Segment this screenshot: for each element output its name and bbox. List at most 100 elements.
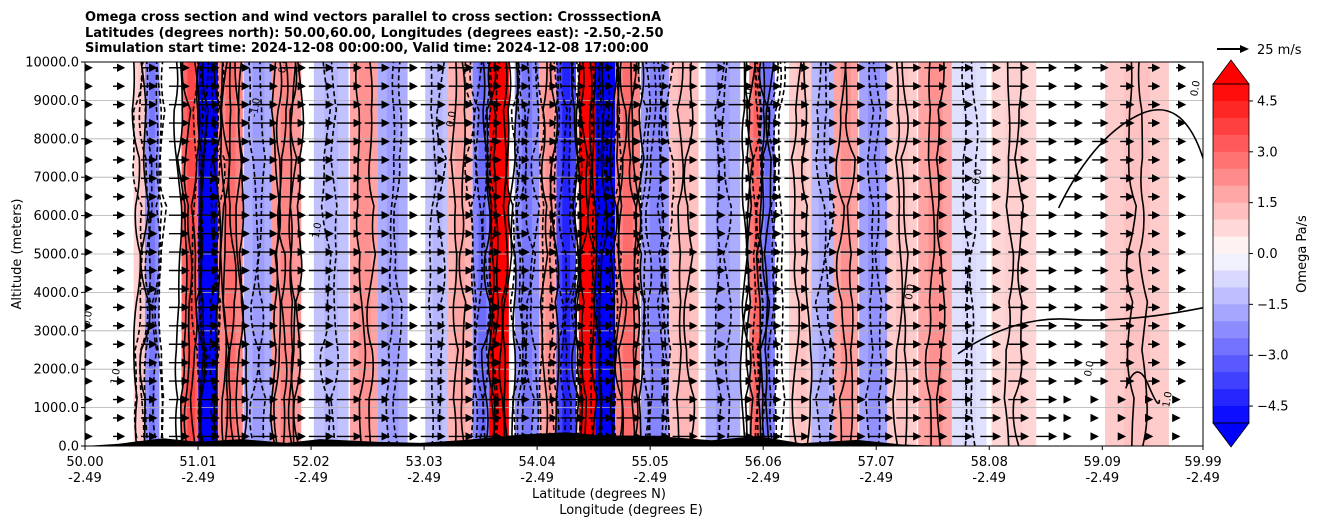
vector-key-arrow-icon xyxy=(1240,45,1249,53)
plot-area: 0.0 1.0 -1.0 0.0 1.0 0.0 1.0 0.0 0.0 0.0 1.0 0.0 xyxy=(81,62,1203,446)
colorbar-level xyxy=(1213,202,1249,221)
colorbar-level xyxy=(1213,270,1249,288)
contour-line xyxy=(139,62,151,446)
contour-label: 0.0 xyxy=(904,283,918,301)
contour-line xyxy=(864,62,875,446)
contour-line xyxy=(640,62,652,446)
colorbar-label: Omega Pa/s xyxy=(1295,215,1310,293)
contour-line xyxy=(502,62,514,446)
contour-label: 1.0 xyxy=(311,222,325,240)
contour-line xyxy=(539,62,549,446)
colorbar-extend-top xyxy=(1212,59,1250,85)
colorbar-level xyxy=(1213,168,1249,187)
contour-label: 1.0 xyxy=(1161,391,1175,409)
y-tick-label: 4000.0 xyxy=(34,286,80,301)
contour-line xyxy=(763,62,775,446)
contour-label: 0.0 xyxy=(1189,80,1203,98)
y-tick-label: 8000.0 xyxy=(34,132,80,147)
contour-line xyxy=(844,62,856,446)
colorbar-extend-bottom xyxy=(1212,422,1250,448)
contour-line xyxy=(329,62,339,446)
contour-label: 1.0 xyxy=(109,368,123,386)
contour-line xyxy=(1057,108,1203,209)
contour-label-layer: 0.0 1.0 -1.0 0.0 1.0 0.0 1.0 0.0 0.0 0.0 1.0 0.0 xyxy=(81,62,1203,409)
y-tick-label: 1000.0 xyxy=(34,401,80,416)
contour-line xyxy=(509,62,521,446)
x-tick-label-lon: -2.49 xyxy=(859,471,893,486)
contour-line xyxy=(534,62,545,446)
contour-line xyxy=(590,62,602,446)
contour-line xyxy=(610,62,623,446)
colorbar-tick-label: 1.5 xyxy=(1257,196,1278,211)
colorbar-level xyxy=(1213,287,1249,305)
colorbar-tick-label: −3.0 xyxy=(1257,349,1289,364)
colorbar-tick-label: 0.0 xyxy=(1257,247,1278,262)
x-tick-label-lon: -2.49 xyxy=(633,471,667,486)
contour-line xyxy=(529,62,541,446)
colorbar-level xyxy=(1213,389,1249,407)
contour-line xyxy=(597,62,607,446)
x-tick-label-lat: 53.03 xyxy=(405,455,442,470)
contour-line xyxy=(197,62,205,446)
contour-line xyxy=(173,62,183,446)
x-tick-label-lat: 57.07 xyxy=(858,455,895,470)
contour-label: 0.0 xyxy=(445,110,459,128)
x-axis: 50.00-2.4951.01-2.4952.02-2.4953.03-2.49… xyxy=(66,446,1222,486)
chart-title-line-1: Omega cross section and wind vectors par… xyxy=(85,10,661,25)
contour-line xyxy=(751,62,764,446)
contour-line xyxy=(257,62,267,446)
contour-label: 0.0 xyxy=(1083,360,1097,378)
contour-line xyxy=(755,62,767,446)
colorbar-level xyxy=(1213,236,1249,254)
contour-line xyxy=(158,62,168,446)
contour-line xyxy=(1125,371,1161,405)
x-tick-label-lon: -2.49 xyxy=(972,471,1006,486)
wind-vector-layer xyxy=(85,63,1187,441)
contour-line xyxy=(1012,62,1025,446)
contour-line xyxy=(276,62,289,446)
contour-line xyxy=(189,62,201,446)
x-axis-label-latitude: Latitude (degrees N) xyxy=(532,487,666,502)
contour-line xyxy=(957,306,1203,355)
contour-line xyxy=(366,62,377,446)
contour-label: 0.0 xyxy=(971,168,985,186)
contour-line xyxy=(558,62,569,446)
contour-line xyxy=(1003,62,1015,446)
y-tick-label: 0.0 xyxy=(58,440,79,455)
colorbar-level xyxy=(1213,84,1249,102)
colorbar-level xyxy=(1213,185,1249,204)
contour-line xyxy=(487,62,498,446)
colorbar-level xyxy=(1213,134,1249,153)
colorbar-level xyxy=(1213,219,1249,238)
colorbar-tick-label: −1.5 xyxy=(1257,298,1289,313)
colorbar-level xyxy=(1213,321,1249,339)
chart-title-line-2: Latitudes (degrees north): 50.00,60.00, … xyxy=(85,26,664,41)
contour-line xyxy=(924,62,936,446)
contour-line xyxy=(524,62,537,446)
colorbar-level xyxy=(1213,100,1249,119)
contour-line xyxy=(613,62,624,446)
contour-line xyxy=(151,62,163,446)
y-axis: 0.0 1000.0 2000.0 3000.0 4000.0 5000.0 6000.0 7… xyxy=(25,56,85,455)
vector-key-label: 25 m/s xyxy=(1257,43,1302,58)
x-tick-label-lat: 56.06 xyxy=(745,455,782,470)
colorbar-tick-label: −4.5 xyxy=(1257,400,1289,415)
contour-line xyxy=(564,62,578,446)
colorbar-level xyxy=(1213,151,1249,170)
contour-line xyxy=(458,62,467,446)
contour-line xyxy=(427,62,437,446)
contour-line xyxy=(675,62,685,446)
contour-line xyxy=(138,62,152,446)
contour-line xyxy=(645,62,657,446)
contour-line xyxy=(758,62,771,446)
contour-line xyxy=(385,62,396,446)
contour-label: 0.0 xyxy=(81,310,95,328)
contour-line xyxy=(767,62,779,446)
colorbar-level xyxy=(1213,304,1249,322)
x-tick-label-lon: -2.49 xyxy=(181,471,215,486)
vector-key: 25 m/s xyxy=(1217,43,1302,58)
x-tick-label-lat: 59.09 xyxy=(1084,455,1121,470)
x-tick-label-lat: 55.05 xyxy=(632,455,669,470)
x-tick-label-lon: -2.49 xyxy=(1186,471,1220,486)
